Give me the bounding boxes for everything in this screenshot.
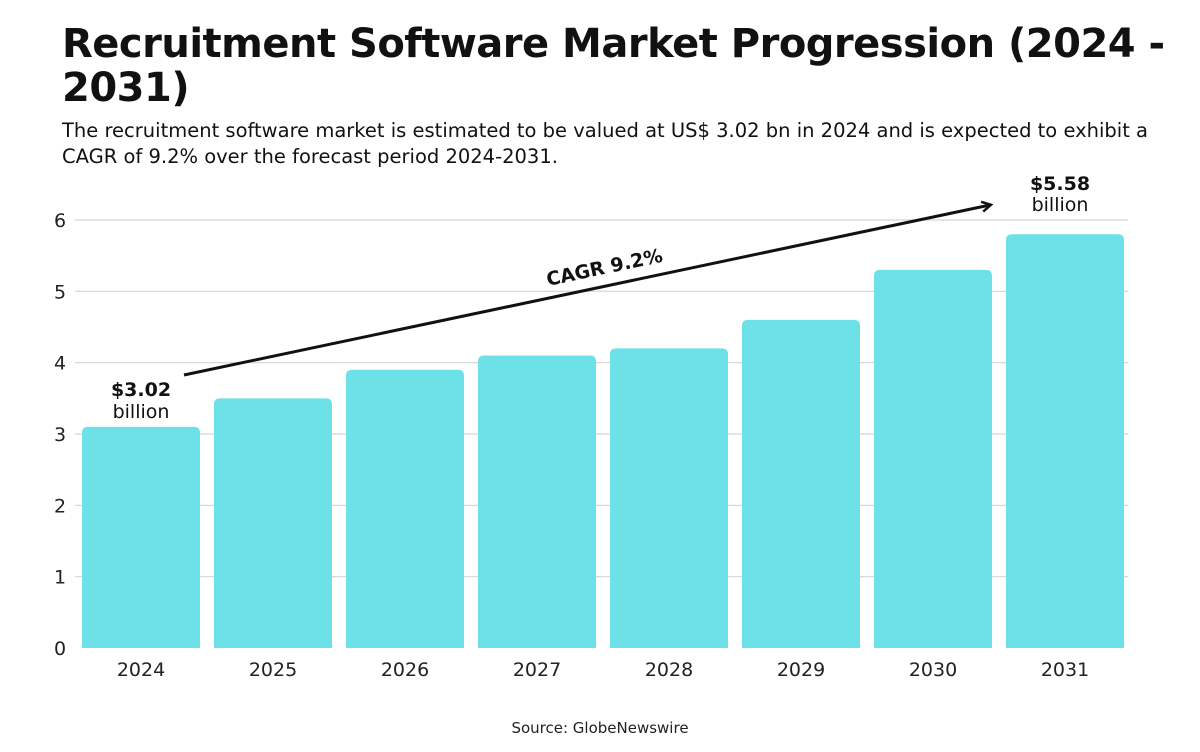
y-tick-label: 4	[54, 353, 66, 375]
chart-subtitle: The recruitment software market is estim…	[62, 119, 1149, 168]
x-tick-label: 2025	[249, 659, 297, 681]
cagr-label: CAGR 9.2%	[544, 245, 664, 291]
start-value-label: $3.02	[111, 379, 171, 401]
bar-2031	[1006, 234, 1124, 648]
x-tick-label: 2029	[777, 659, 825, 681]
bar-2027	[478, 355, 596, 648]
x-tick-label: 2031	[1041, 659, 1089, 681]
bar-2028	[610, 348, 728, 648]
bar-2025	[214, 398, 332, 648]
chart-title: Recruitment Software Market Progression …	[62, 21, 1165, 111]
start-unit-label: billion	[113, 401, 170, 423]
y-tick-label: 1	[54, 567, 66, 589]
x-tick-label: 2028	[645, 659, 693, 681]
end-value-label: $5.58	[1030, 173, 1090, 195]
bar-2030	[874, 269, 992, 648]
y-tick-label: 5	[54, 281, 66, 303]
cagr-arrow	[183, 205, 990, 377]
y-tick-label: 3	[54, 424, 66, 446]
end-unit-label: billion	[1032, 194, 1089, 216]
y-tick-label: 2	[54, 495, 66, 517]
x-tick-label: 2027	[513, 659, 561, 681]
x-tick-label: 2030	[909, 659, 957, 681]
bar-2029	[742, 319, 860, 648]
x-tick-label: 2026	[381, 659, 429, 681]
y-tick-label: 0	[54, 638, 66, 660]
source-note: Source: GlobeNewswire	[511, 719, 689, 737]
y-tick-label: 6	[54, 210, 66, 232]
bar-2026	[346, 369, 464, 648]
bar-2024	[82, 426, 200, 648]
x-tick-label: 2024	[117, 659, 165, 681]
